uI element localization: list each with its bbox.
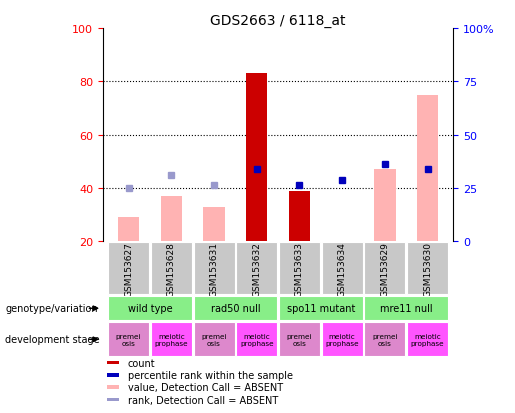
- Text: spo11 mutant: spo11 mutant: [287, 303, 355, 313]
- FancyBboxPatch shape: [365, 243, 405, 294]
- FancyBboxPatch shape: [108, 243, 149, 294]
- Text: wild type: wild type: [128, 303, 173, 313]
- FancyBboxPatch shape: [365, 323, 405, 356]
- FancyBboxPatch shape: [108, 297, 192, 320]
- Bar: [246, 74, 267, 242]
- Bar: [107, 386, 119, 389]
- FancyBboxPatch shape: [236, 243, 277, 294]
- Text: GDS2663 / 6118_at: GDS2663 / 6118_at: [210, 14, 346, 28]
- FancyBboxPatch shape: [194, 297, 277, 320]
- Bar: [203, 207, 225, 242]
- FancyBboxPatch shape: [194, 243, 234, 294]
- FancyBboxPatch shape: [108, 323, 149, 356]
- Bar: [417, 95, 438, 242]
- FancyBboxPatch shape: [151, 323, 192, 356]
- FancyBboxPatch shape: [194, 323, 234, 356]
- Bar: [118, 218, 139, 242]
- Text: development stage: development stage: [5, 335, 100, 344]
- Text: meiotic
prophase: meiotic prophase: [154, 333, 188, 346]
- Text: meiotic
prophase: meiotic prophase: [325, 333, 359, 346]
- Text: rad50 null: rad50 null: [211, 303, 260, 313]
- Bar: [107, 361, 119, 364]
- Text: value, Detection Call = ABSENT: value, Detection Call = ABSENT: [128, 382, 283, 392]
- Text: mre11 null: mre11 null: [380, 303, 433, 313]
- FancyBboxPatch shape: [365, 297, 448, 320]
- Text: GSM153628: GSM153628: [167, 241, 176, 296]
- Bar: [289, 191, 310, 242]
- Text: GSM153630: GSM153630: [423, 241, 432, 296]
- FancyBboxPatch shape: [279, 297, 363, 320]
- Text: genotype/variation: genotype/variation: [5, 304, 98, 313]
- Text: GSM153627: GSM153627: [124, 241, 133, 296]
- Text: premei
osis: premei osis: [287, 333, 312, 346]
- FancyBboxPatch shape: [407, 323, 448, 356]
- Text: premei
osis: premei osis: [116, 333, 142, 346]
- Bar: [107, 398, 119, 401]
- Text: GSM153632: GSM153632: [252, 241, 261, 296]
- Text: percentile rank within the sample: percentile rank within the sample: [128, 370, 293, 380]
- Text: count: count: [128, 358, 156, 368]
- FancyBboxPatch shape: [279, 243, 320, 294]
- FancyBboxPatch shape: [407, 243, 448, 294]
- FancyBboxPatch shape: [322, 323, 363, 356]
- Text: meiotic
prophase: meiotic prophase: [411, 333, 444, 346]
- FancyBboxPatch shape: [236, 323, 277, 356]
- Text: rank, Detection Call = ABSENT: rank, Detection Call = ABSENT: [128, 395, 278, 405]
- Text: premei
osis: premei osis: [372, 333, 398, 346]
- Text: meiotic
prophase: meiotic prophase: [240, 333, 273, 346]
- FancyBboxPatch shape: [151, 243, 192, 294]
- Text: GSM153629: GSM153629: [381, 241, 389, 296]
- Bar: [107, 373, 119, 377]
- Text: GSM153634: GSM153634: [338, 241, 347, 296]
- FancyBboxPatch shape: [279, 323, 320, 356]
- Bar: [374, 170, 396, 242]
- FancyBboxPatch shape: [322, 243, 363, 294]
- Text: premei
osis: premei osis: [201, 333, 227, 346]
- Text: GSM153633: GSM153633: [295, 241, 304, 296]
- Text: GSM153631: GSM153631: [210, 241, 218, 296]
- Bar: [161, 197, 182, 242]
